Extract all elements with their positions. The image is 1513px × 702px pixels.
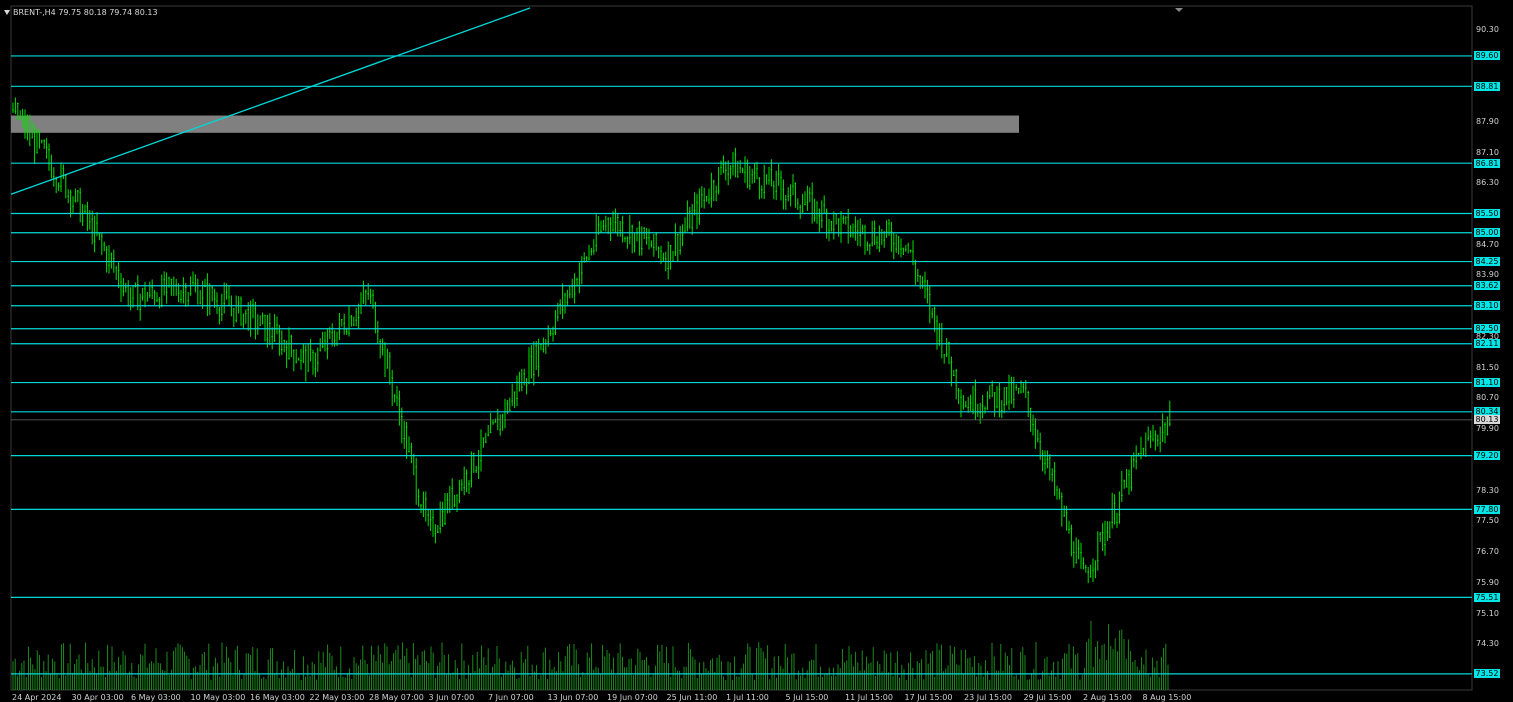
time-tick-label: 24 Apr 2024: [12, 693, 62, 702]
level-price-label[interactable]: 88.81: [1474, 81, 1500, 91]
price-tick-label: 78.30: [1476, 485, 1499, 495]
level-price-label[interactable]: 79.20: [1474, 451, 1500, 461]
price-tick-label: 87.90: [1476, 116, 1499, 126]
level-price-label[interactable]: 75.51: [1474, 592, 1500, 602]
current-price-label: 80.13: [1474, 415, 1500, 425]
level-price-label[interactable]: 89.60: [1474, 51, 1500, 61]
time-tick-label: 6 May 03:00: [131, 693, 181, 702]
symbol-ohlc-text: BRENT-,H4 79.75 80.18 79.74 80.13: [13, 8, 158, 17]
time-tick-label: 16 May 03:00: [250, 693, 305, 702]
price-tick-label: 74.30: [1476, 639, 1499, 649]
level-price-label[interactable]: 83.62: [1474, 281, 1500, 291]
chart-shift-marker-icon[interactable]: [1175, 8, 1183, 12]
time-tick-label: 25 Jun 11:00: [666, 693, 718, 702]
plot-frame: [10, 5, 1473, 691]
time-tick-label: 2 Aug 15:00: [1083, 693, 1132, 702]
level-price-label[interactable]: 86.81: [1474, 158, 1500, 168]
price-tick-label: 75.90: [1476, 577, 1499, 587]
level-price-label[interactable]: 82.11: [1474, 339, 1500, 349]
level-price-label[interactable]: 80.34: [1474, 407, 1500, 417]
price-tick-label: 77.50: [1476, 516, 1499, 526]
price-tick-label: 90.30: [1476, 24, 1499, 34]
level-price-label[interactable]: 85.50: [1474, 209, 1500, 218]
level-price-label[interactable]: 84.25: [1474, 257, 1500, 267]
time-tick-label: 1 Jul 11:00: [726, 693, 769, 702]
time-tick-label: 29 Jul 15:00: [1023, 693, 1072, 702]
price-tick-label: 80.70: [1476, 393, 1499, 403]
time-tick-label: 11 Jul 15:00: [845, 693, 893, 702]
trendline[interactable]: [10, 7, 531, 195]
time-tick-label: 5 Jul 15:00: [785, 693, 829, 702]
time-tick-label: 23 Jul 15:00: [964, 693, 1012, 702]
price-tick-label: 81.50: [1476, 362, 1499, 372]
time-tick-label: 22 May 03:00: [309, 693, 365, 702]
time-tick-label: 3 Jun 07:00: [428, 693, 475, 702]
price-tick-label: 83.90: [1476, 270, 1499, 280]
time-tick-label: 30 Apr 03:00: [71, 693, 124, 702]
level-price-label[interactable]: 81.10: [1474, 378, 1500, 388]
time-tick-label: 10 May 03:00: [190, 693, 246, 702]
time-tick-label: 7 Jun 07:00: [488, 693, 534, 702]
price-tick-label: 87.10: [1476, 147, 1499, 157]
dropdown-triangle-icon[interactable]: [4, 10, 10, 15]
time-tick-label: 17 Jul 15:00: [904, 693, 953, 702]
price-tick-label: 76.70: [1476, 547, 1499, 557]
level-price-label[interactable]: 83.10: [1474, 301, 1500, 311]
price-tick-label: 86.30: [1476, 178, 1499, 188]
level-price-label[interactable]: 82.50: [1474, 324, 1500, 334]
resistance-zone-rect[interactable]: [11, 115, 1019, 133]
time-tick-label: 8 Aug 15:00: [1142, 693, 1192, 702]
time-tick-label: 13 Jun 07:00: [547, 693, 599, 702]
time-tick-label: 19 Jun 07:00: [607, 693, 658, 702]
price-tick-label: 79.90: [1476, 424, 1499, 434]
level-price-label[interactable]: 77.80: [1474, 504, 1500, 514]
level-price-label[interactable]: 85.00: [1474, 228, 1500, 238]
price-tick-label: 82.30: [1476, 331, 1499, 341]
price-tick-label: 75.10: [1476, 608, 1499, 618]
time-tick-label: 28 May 07:00: [369, 693, 424, 702]
symbol-header: BRENT-,H4 79.75 80.18 79.74 80.13: [4, 8, 158, 17]
level-price-label[interactable]: 73.52: [1474, 669, 1500, 679]
price-tick-label: 84.70: [1476, 239, 1499, 249]
